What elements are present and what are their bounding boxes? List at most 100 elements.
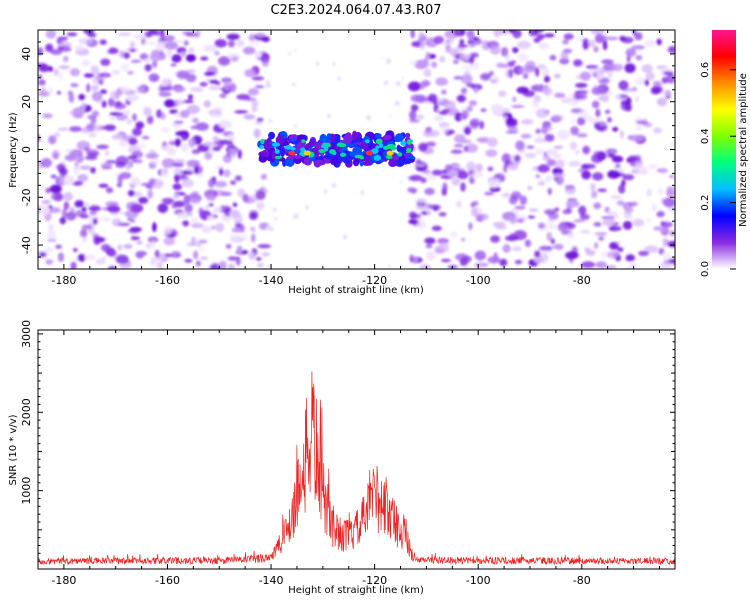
noise-blob (206, 196, 216, 202)
noise-blob (95, 258, 106, 265)
noise-blob (73, 165, 80, 175)
noise-blob (608, 225, 622, 232)
noise-blob (581, 261, 595, 269)
signal-blob-bright (300, 147, 306, 153)
noise-blob (651, 203, 657, 212)
noise-blob (47, 87, 53, 95)
noise-blob (499, 258, 508, 267)
noise-blob (502, 244, 511, 253)
noise-blob (242, 193, 249, 203)
noise-blob (81, 101, 86, 111)
noise-blob (69, 149, 84, 157)
noise-blob (45, 43, 54, 52)
noise-blob (425, 51, 430, 60)
noise-blob (519, 195, 528, 206)
signal-blob-bright (378, 143, 384, 149)
noise-blob (632, 30, 637, 36)
noise-blob (212, 135, 219, 142)
noise-blob (559, 58, 570, 65)
noise-blob (58, 65, 71, 70)
noise-blob (131, 150, 143, 159)
noise-blob (546, 159, 557, 167)
noise-blob (595, 261, 607, 269)
noise-blob (605, 265, 617, 269)
noise-blob (604, 206, 610, 213)
noise-blob (616, 168, 625, 173)
signal-blob (360, 141, 369, 150)
noise-blob (537, 64, 547, 69)
noise-blob (537, 164, 550, 173)
noise-blob (656, 38, 662, 46)
signal-blob-bright (359, 155, 364, 160)
noise-blob (431, 225, 442, 231)
noise-blob (195, 122, 209, 131)
noise-blob (661, 76, 668, 84)
noise-blob (104, 124, 116, 131)
signal-blob (305, 142, 313, 149)
noise-blob (174, 174, 187, 179)
noise-blob (181, 134, 187, 142)
noise-blob (129, 48, 136, 53)
noise-blob (196, 260, 201, 267)
signal-blob (275, 135, 285, 145)
noise-blob (197, 144, 211, 152)
noise-blob (53, 153, 58, 159)
noise-blob (162, 35, 176, 42)
noise-blob (421, 80, 431, 87)
noise-dot (399, 180, 403, 184)
noise-blob (624, 63, 636, 73)
noise-blob (160, 127, 171, 133)
noise-blob (81, 59, 91, 67)
noise-blob (63, 201, 70, 210)
noise-blob (164, 201, 173, 205)
noise-blob (511, 104, 525, 109)
signal-blob (388, 159, 398, 167)
noise-blob (538, 42, 549, 50)
noise-blob (201, 225, 212, 234)
noise-blob (534, 250, 541, 259)
noise-blob (169, 109, 179, 114)
noise-blob (127, 190, 135, 197)
noise-blob (228, 263, 235, 269)
signal-blob-bright (260, 138, 265, 145)
noise-blob (145, 153, 160, 159)
noise-blob (514, 205, 526, 210)
noise-blob (602, 218, 616, 227)
noise-blob (510, 191, 522, 200)
noise-blob (172, 86, 186, 93)
noise-blob (98, 183, 109, 188)
noise-blob (619, 130, 624, 139)
signal-blob (401, 146, 407, 155)
noise-blob (489, 71, 494, 76)
noise-blob (90, 167, 96, 174)
noise-blob (468, 100, 478, 106)
noise-blob (256, 201, 265, 211)
noise-blob (418, 142, 428, 152)
spectrogram-xlabel: Height of straight line (km) (288, 285, 424, 296)
noise-blob (38, 79, 46, 86)
noise-blob (410, 104, 419, 112)
noise-blob (96, 236, 106, 243)
noise-dot (389, 115, 392, 118)
y-tick-label: 20 (20, 95, 33, 109)
noise-blob (476, 137, 491, 143)
signal-blob (279, 148, 286, 157)
signal-blob (291, 137, 297, 142)
noise-blob (442, 108, 451, 113)
noise-blob (48, 223, 54, 232)
noise-blob (622, 220, 633, 230)
noise-blob (431, 169, 443, 176)
snr-ylabel: SNR (10 * v/v) (8, 414, 19, 485)
noise-blob (133, 33, 147, 40)
noise-blob (173, 167, 184, 176)
noise-blob (415, 204, 427, 211)
noise-blob (577, 117, 586, 126)
noise-blob (65, 149, 72, 153)
noise-blob (631, 45, 646, 50)
noise-blob (256, 118, 264, 122)
noise-blob (449, 231, 459, 238)
noise-blob (188, 47, 195, 53)
noise-blob (190, 222, 204, 229)
noise-blob (105, 150, 109, 157)
noise-blob (618, 80, 629, 91)
